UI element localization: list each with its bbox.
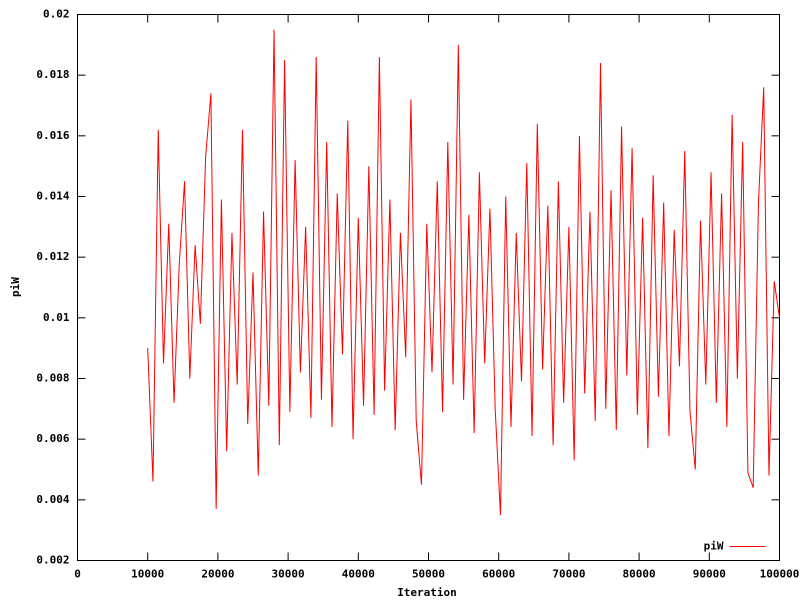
y-axis-label: piW bbox=[9, 277, 22, 297]
x-tick-label: 70000 bbox=[552, 568, 585, 581]
x-tick-label: 100000 bbox=[760, 568, 800, 581]
x-axis-label: Iteration bbox=[397, 586, 457, 599]
y-tick-label: 0.02 bbox=[43, 8, 70, 21]
y-tick-label: 0.008 bbox=[36, 372, 69, 385]
x-tick-label: 80000 bbox=[623, 568, 656, 581]
plot-frame bbox=[77, 14, 780, 561]
x-tick-label: 90000 bbox=[693, 568, 726, 581]
y-tick-label: 0.01 bbox=[43, 311, 70, 324]
y-tick-label: 0.006 bbox=[36, 432, 69, 445]
y-tick-label: 0.018 bbox=[36, 68, 69, 81]
x-tick-label: 40000 bbox=[342, 568, 375, 581]
series-line bbox=[147, 29, 780, 516]
legend-label: piW bbox=[704, 540, 724, 553]
x-tick-label: 10000 bbox=[131, 568, 164, 581]
y-tick-label: 0.002 bbox=[36, 554, 69, 567]
x-tick-label: 50000 bbox=[412, 568, 445, 581]
x-tick-label: 30000 bbox=[272, 568, 305, 581]
x-tick-label: 20000 bbox=[201, 568, 234, 581]
x-tick-label: 0 bbox=[74, 568, 81, 581]
x-tick-label: 60000 bbox=[482, 568, 515, 581]
y-tick-label: 0.012 bbox=[36, 250, 69, 263]
y-tick-label: 0.016 bbox=[36, 129, 69, 142]
y-tick-label: 0.004 bbox=[36, 493, 69, 506]
y-tick-label: 0.014 bbox=[36, 190, 69, 203]
